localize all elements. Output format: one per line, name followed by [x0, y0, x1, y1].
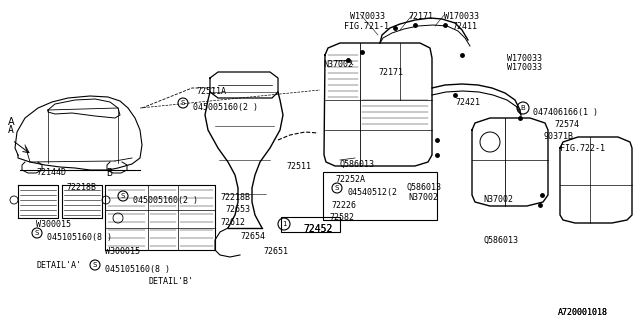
Text: 72511: 72511: [286, 162, 311, 171]
Text: S: S: [93, 262, 97, 268]
Text: 04540512(2: 04540512(2: [347, 188, 397, 197]
Text: 72574: 72574: [554, 120, 579, 129]
Text: 72218B: 72218B: [66, 183, 96, 192]
Text: 045005160(2 ): 045005160(2 ): [193, 103, 258, 112]
Text: 047406166(1 ): 047406166(1 ): [533, 108, 598, 117]
Text: 72612: 72612: [220, 218, 245, 227]
Text: 045105160(8 ): 045105160(8 ): [47, 233, 112, 242]
Text: 72654: 72654: [240, 232, 265, 241]
Text: S: S: [335, 185, 339, 191]
Text: 72452: 72452: [303, 224, 332, 234]
Text: W170033: W170033: [444, 12, 479, 21]
Text: A: A: [8, 125, 14, 135]
Text: 72171: 72171: [378, 68, 403, 77]
Text: S: S: [35, 230, 39, 236]
Text: 045105160(8 ): 045105160(8 ): [105, 265, 170, 274]
Text: 72171: 72171: [408, 12, 433, 21]
Text: Q586013: Q586013: [483, 236, 518, 245]
Bar: [281, 217, 340, 232]
Text: 72653: 72653: [225, 205, 250, 214]
Text: A: A: [8, 117, 15, 127]
Text: 72582: 72582: [329, 213, 354, 222]
Text: A720001018: A720001018: [558, 308, 608, 317]
Text: 72252A: 72252A: [335, 175, 365, 184]
Text: B: B: [520, 105, 525, 111]
Text: 1: 1: [282, 221, 286, 227]
Text: 72411: 72411: [452, 22, 477, 31]
Text: 72452: 72452: [303, 224, 332, 234]
Text: W170033: W170033: [507, 54, 542, 63]
Text: 72651: 72651: [263, 247, 288, 256]
Text: Q586013: Q586013: [339, 160, 374, 169]
Text: B: B: [106, 168, 112, 178]
Text: FIG.722-1: FIG.722-1: [560, 144, 605, 153]
Text: W300015: W300015: [36, 220, 71, 229]
Text: S: S: [121, 193, 125, 199]
Text: 72511A: 72511A: [196, 87, 226, 96]
Text: 72226: 72226: [331, 201, 356, 210]
Text: A720001018: A720001018: [558, 308, 608, 317]
Text: N37002: N37002: [408, 193, 438, 202]
Text: DETAIL'A': DETAIL'A': [36, 261, 81, 270]
Bar: [323, 172, 437, 220]
Text: 045005160(2 ): 045005160(2 ): [133, 196, 198, 205]
Text: N37002: N37002: [483, 195, 513, 204]
Text: N37002: N37002: [323, 60, 353, 69]
Text: 72421: 72421: [455, 98, 480, 107]
Text: W170033: W170033: [350, 12, 385, 21]
Text: W170033: W170033: [507, 63, 542, 72]
Text: W300015: W300015: [105, 247, 140, 256]
Text: 72144D: 72144D: [36, 168, 66, 177]
Text: Q586013: Q586013: [406, 183, 441, 192]
Text: DETAIL'B': DETAIL'B': [148, 277, 193, 286]
Text: S: S: [181, 100, 185, 106]
Text: FIG.721-1: FIG.721-1: [344, 22, 389, 31]
Text: 90371B: 90371B: [543, 132, 573, 141]
Text: 72218B: 72218B: [220, 193, 250, 202]
